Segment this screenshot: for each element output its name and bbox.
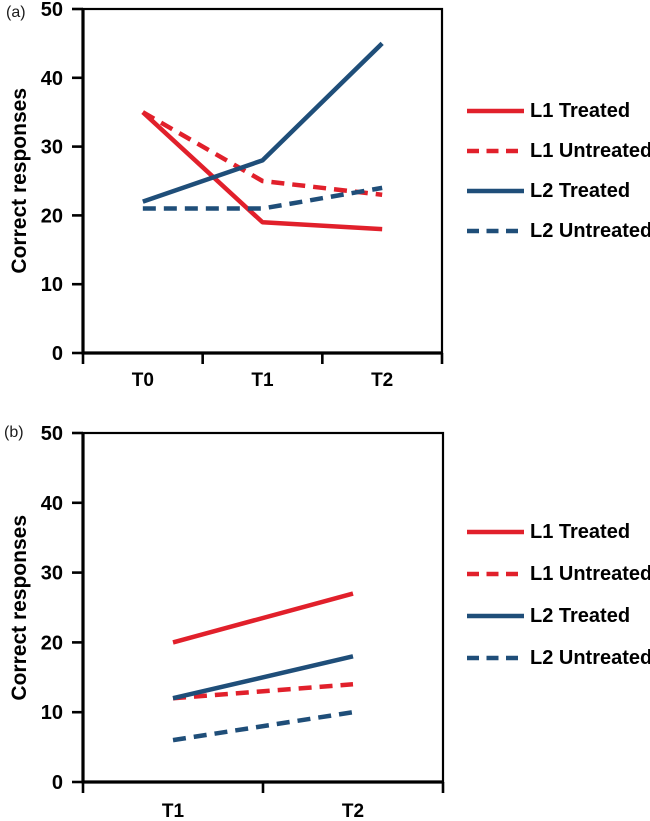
series-line-l1-treated xyxy=(141,110,383,232)
y-tick-label: 40 xyxy=(41,493,63,515)
y-tick-label: 20 xyxy=(41,632,63,654)
legend-swatch-line xyxy=(467,188,524,194)
legend-item: L2 Treated xyxy=(467,595,650,637)
legend-item: L2 Treated xyxy=(467,171,650,211)
series-line-l2-untreated xyxy=(142,185,383,211)
series-line-l2-untreated xyxy=(172,709,354,743)
x-tick-label: T0 xyxy=(132,370,154,391)
legend-a: L1 Treated L1 Untreated L2 Treated L2 Untre… xyxy=(467,91,650,251)
legend-label: L1 Treated xyxy=(530,99,631,122)
y-tick-label: 50 xyxy=(41,0,63,21)
y-tick-label: 0 xyxy=(52,772,63,794)
legend-b: L1 Treated L1 Untreated L2 Treated L2 Untre… xyxy=(467,511,650,679)
line-chart-b: 0 10 20 30 40 50 T1 T2 xyxy=(41,423,445,821)
y-tick-label: 30 xyxy=(41,563,63,585)
x-tick-label: T2 xyxy=(371,370,393,391)
series-line-l1-untreated xyxy=(141,110,383,197)
y-tick-label: 20 xyxy=(41,205,63,227)
series-line-l2-treated xyxy=(142,41,384,204)
y-tick-label: 0 xyxy=(52,343,63,365)
legend-swatch-line xyxy=(467,148,524,154)
legend-label: L2 Untreated xyxy=(530,219,650,242)
y-tick-label: 30 xyxy=(41,137,63,159)
legend-swatch-line xyxy=(467,613,524,619)
line-chart-a: 0 10 20 30 40 50 T0 T1 T2 xyxy=(41,0,444,391)
series-line-l1-treated xyxy=(172,591,354,645)
panel-b: (b) Correct responses 0 10 20 30 40 50 T1 T2 L1… xyxy=(0,410,650,821)
legend-item: L1 Untreated xyxy=(467,131,650,171)
x-tick-label: T1 xyxy=(251,370,274,391)
legend-swatch-line xyxy=(467,108,524,114)
legend-label: L2 Untreated xyxy=(530,646,650,669)
legend-swatch-line xyxy=(467,529,524,535)
panel-label-b: (b) xyxy=(4,424,24,441)
legend-item: L2 Untreated xyxy=(467,637,650,679)
y-tick-label: 10 xyxy=(41,702,63,724)
y-tick-label: 50 xyxy=(41,423,63,445)
legend-swatch-line xyxy=(467,655,524,661)
legend-label: L1 Treated xyxy=(530,520,631,543)
legend-item: L2 Untreated xyxy=(467,211,650,251)
series-line-l2-treated xyxy=(172,654,354,701)
legend-label: L2 Treated xyxy=(530,179,631,202)
panel-a: (a) Correct responses 0 10 20 30 40 50 T0 T1 T2 … xyxy=(0,0,650,410)
legend-swatch-line xyxy=(467,228,524,234)
legend-label: L1 Untreated xyxy=(530,562,650,585)
legend-item: L1 Treated xyxy=(467,91,650,131)
legend-item: L1 Untreated xyxy=(467,553,650,595)
series-line-l1-untreated xyxy=(172,682,354,701)
y-tick-label: 40 xyxy=(41,68,63,90)
legend-label: L1 Untreated xyxy=(530,139,650,162)
legend-swatch-line xyxy=(467,571,524,577)
y-tick-label: 10 xyxy=(41,274,63,296)
legend-label: L2 Treated xyxy=(530,604,631,627)
x-tick-label: T2 xyxy=(342,801,364,821)
legend-item: L1 Treated xyxy=(467,511,650,553)
panel-label-a: (a) xyxy=(6,4,26,21)
plot-area-box xyxy=(81,431,445,784)
x-tick-label: T1 xyxy=(162,801,185,821)
